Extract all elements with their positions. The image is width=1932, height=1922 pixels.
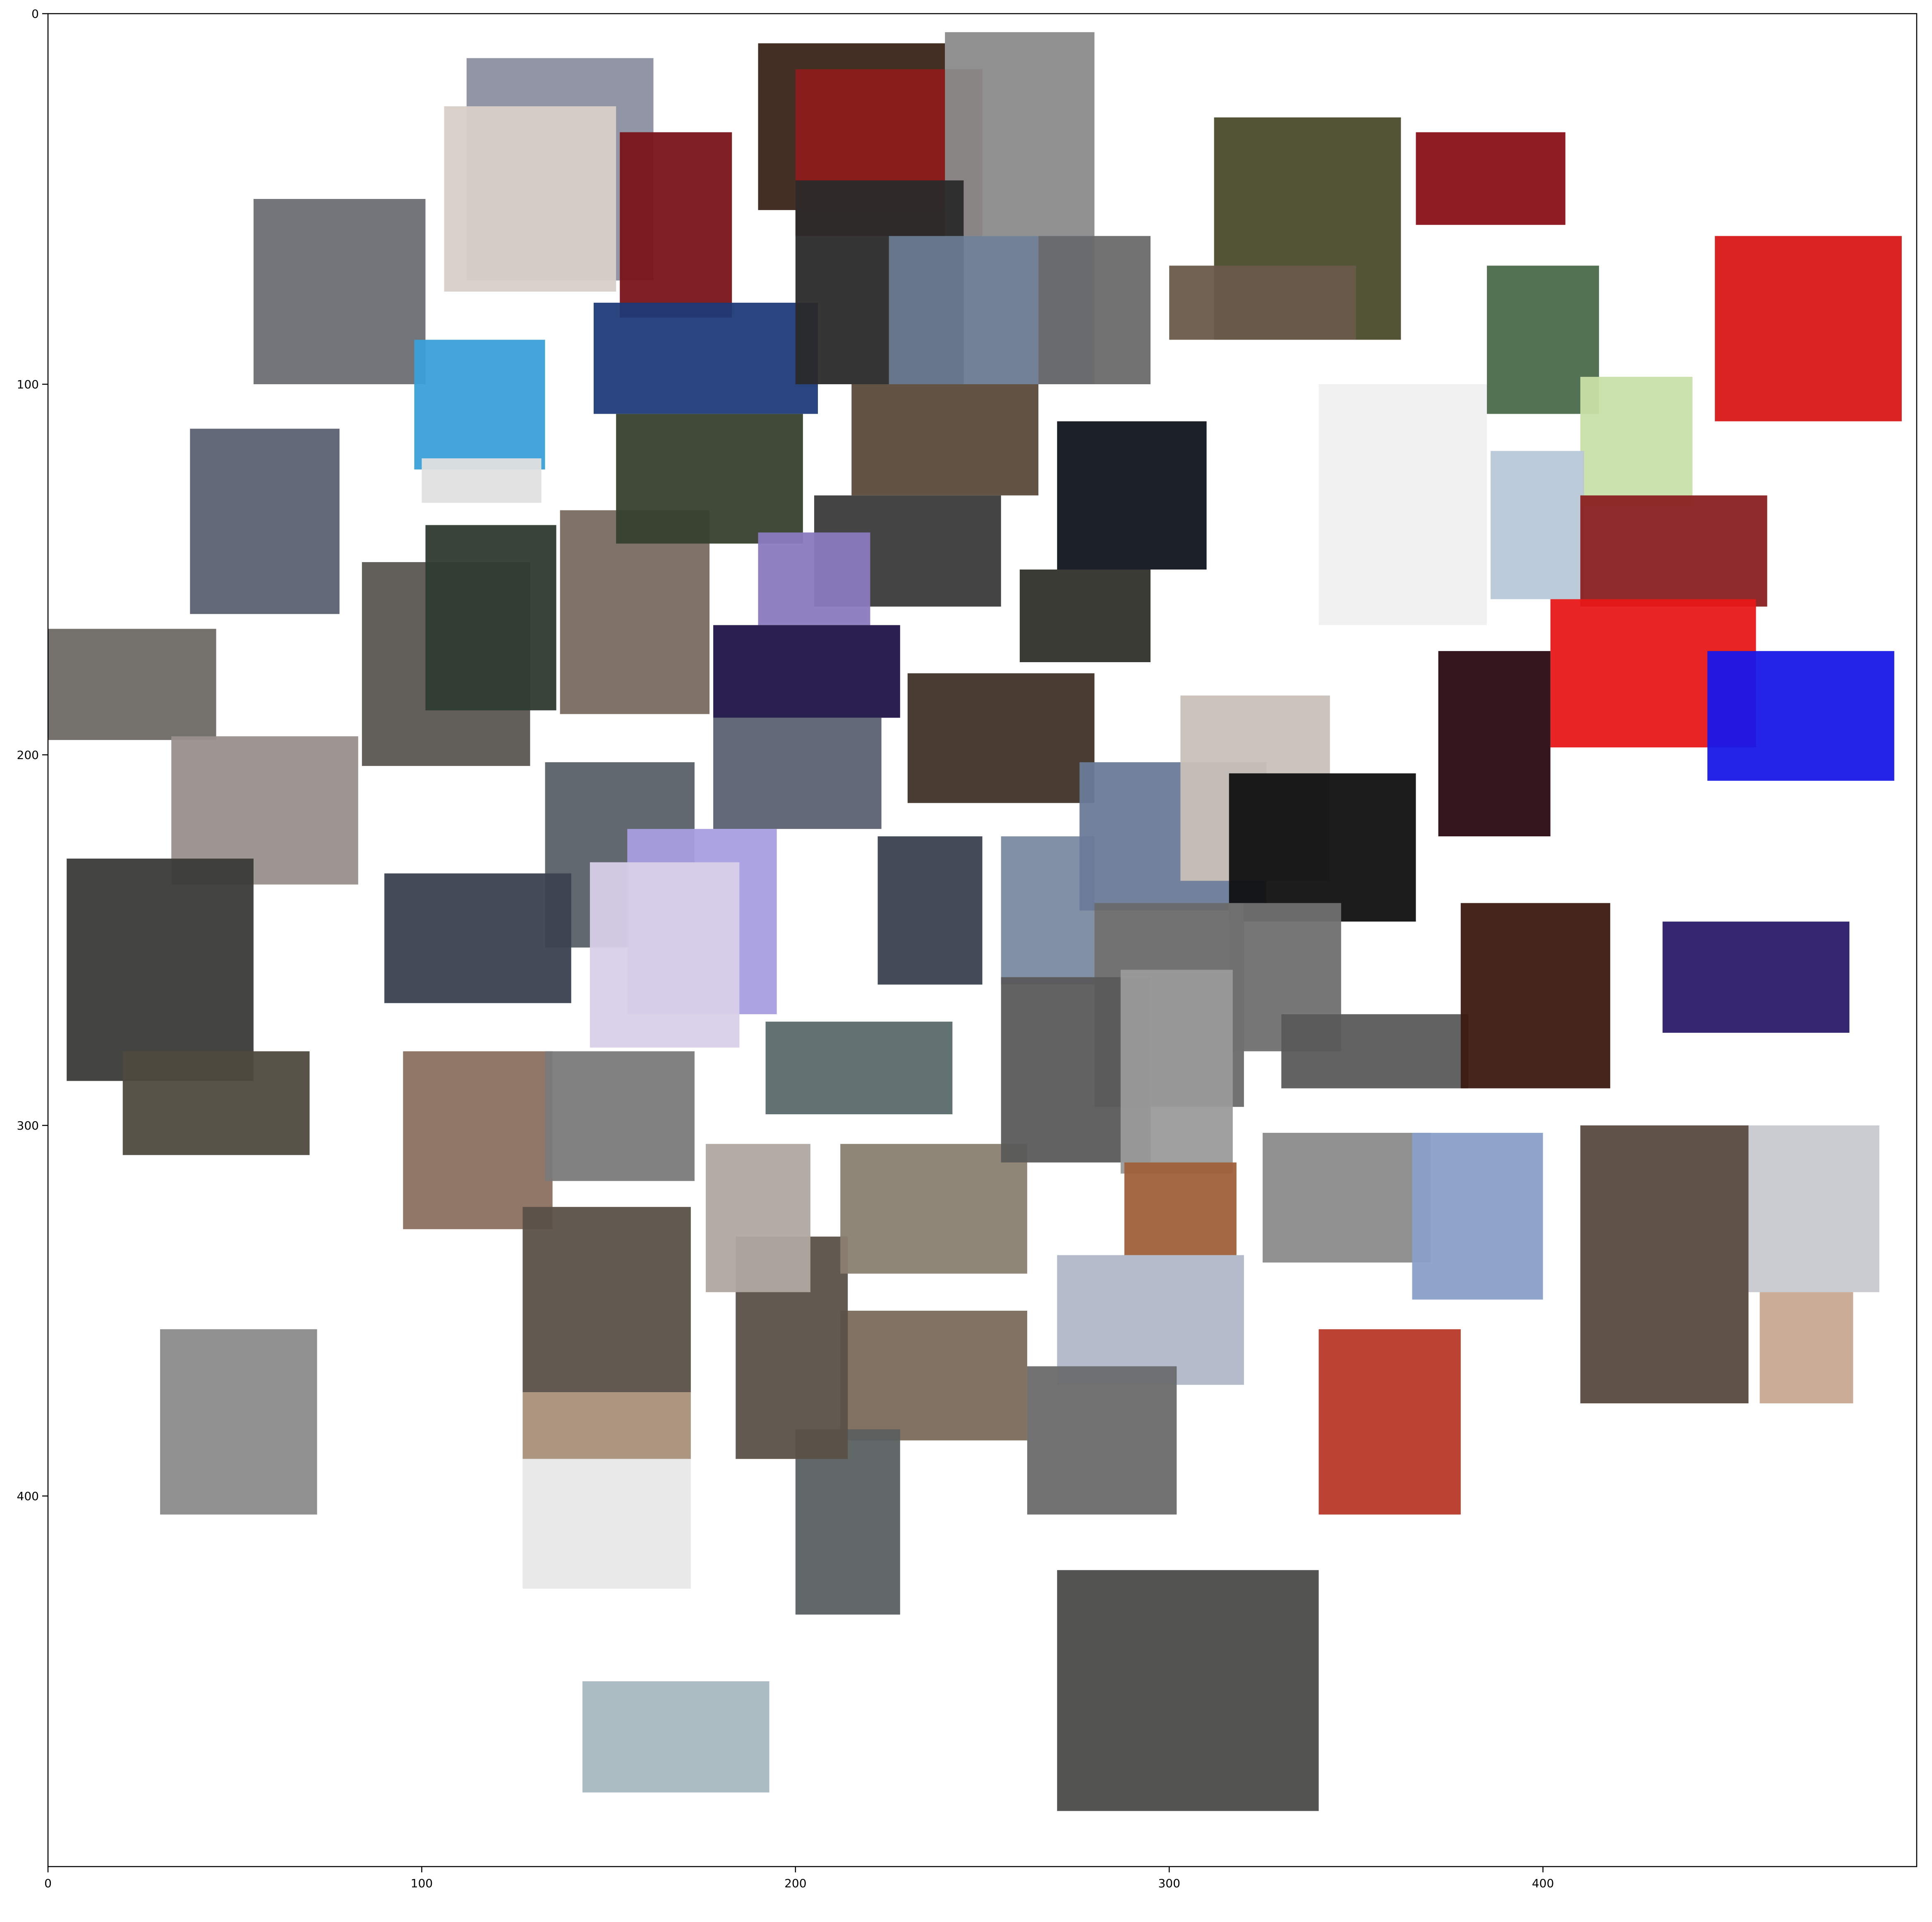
thumbnail-image	[1438, 651, 1551, 837]
thumbnail-image	[1318, 1329, 1461, 1515]
y-tick-label: 200	[17, 748, 39, 762]
thumbnail-image	[795, 1429, 900, 1615]
thumbnail-image	[1416, 132, 1565, 225]
thumbnail-image	[1057, 1255, 1244, 1385]
x-tick-label: 200	[784, 1877, 806, 1890]
thumbnail-image	[1057, 1570, 1319, 1811]
thumbnail-image	[560, 510, 710, 714]
thumbnail-image	[907, 673, 1095, 803]
thumbnail-image	[840, 1144, 1027, 1274]
x-tick-label: 0	[44, 1877, 52, 1890]
thumbnail-image	[160, 1329, 317, 1515]
thumbnail-image	[253, 199, 426, 384]
thumbnail-image	[48, 629, 216, 740]
thumbnail-image	[523, 1392, 691, 1459]
axes-frame	[47, 13, 1918, 1867]
thumbnail-image	[593, 302, 818, 414]
thumbnail-image	[414, 340, 545, 470]
thumbnail-image	[1662, 922, 1850, 1033]
thumbnail-image	[1120, 969, 1233, 1174]
thumbnail-image	[765, 1022, 953, 1115]
thumbnail-image	[523, 1459, 691, 1589]
thumbnail-image	[1038, 236, 1151, 384]
thumbnail-image	[1748, 1125, 1879, 1293]
thumbnail-image	[1263, 1132, 1431, 1263]
thumbnail-image	[1318, 384, 1487, 625]
thumbnail-image	[1229, 773, 1416, 922]
thumbnail-image	[590, 862, 740, 1048]
thumbnail-image	[67, 858, 254, 1081]
thumbnail-image	[1281, 1014, 1468, 1089]
thumbnail-image	[1580, 495, 1767, 607]
thumbnail-image	[1491, 451, 1584, 599]
thumbnail-image	[616, 414, 803, 544]
x-axis: 0 100 200 300 400	[44, 1867, 1554, 1890]
thumbnail-image	[1169, 266, 1356, 340]
y-tick-label: 400	[17, 1489, 39, 1503]
thumbnail-image	[190, 428, 340, 614]
thumbnail-layer	[48, 32, 1902, 1811]
thumbnail-image	[945, 32, 1095, 236]
thumbnail-image	[523, 1207, 691, 1393]
thumbnail-image	[705, 1144, 810, 1293]
thumbnail-image	[840, 1311, 1027, 1441]
thumbnail-image	[620, 132, 732, 318]
x-tick-label: 400	[1532, 1877, 1554, 1890]
thumbnail-image	[713, 718, 882, 829]
thumbnail-image	[425, 525, 556, 711]
thumbnail-image	[758, 532, 870, 625]
thumbnail-image	[851, 384, 1039, 495]
thumbnail-image	[444, 106, 616, 292]
thumbnail-image	[1707, 651, 1894, 781]
thumbnail-image	[877, 836, 983, 985]
thumbnail-image	[403, 1051, 553, 1229]
y-tick-label: 0	[31, 7, 39, 21]
thumbnail-image	[1580, 1125, 1749, 1403]
thumbnail-image	[1412, 1132, 1543, 1300]
thumbnail-image	[384, 873, 571, 1003]
thumbnail-image	[1019, 570, 1151, 662]
thumbnail-image	[1027, 1366, 1177, 1515]
y-tick-label: 100	[17, 378, 39, 391]
x-tick-label: 100	[411, 1877, 433, 1890]
thumbnail-image	[545, 1051, 695, 1181]
thumbnail-image	[1759, 1292, 1853, 1403]
thumbnail-image	[1580, 377, 1692, 507]
thumbnail-image	[122, 1051, 310, 1155]
thumbnail-image	[1001, 836, 1095, 985]
y-tick-label: 300	[17, 1119, 39, 1132]
thumbnail-image	[1057, 421, 1207, 570]
thumbnail-image	[1460, 903, 1611, 1089]
thumbnail-image	[1124, 1162, 1237, 1255]
thumbnail-image	[713, 625, 900, 718]
thumbnail-image	[582, 1681, 769, 1793]
y-axis: 0 100 200 300 400	[17, 7, 48, 1503]
x-tick-label: 300	[1158, 1877, 1180, 1890]
thumbnail-image	[422, 458, 542, 503]
thumbnail-image	[1715, 236, 1902, 421]
